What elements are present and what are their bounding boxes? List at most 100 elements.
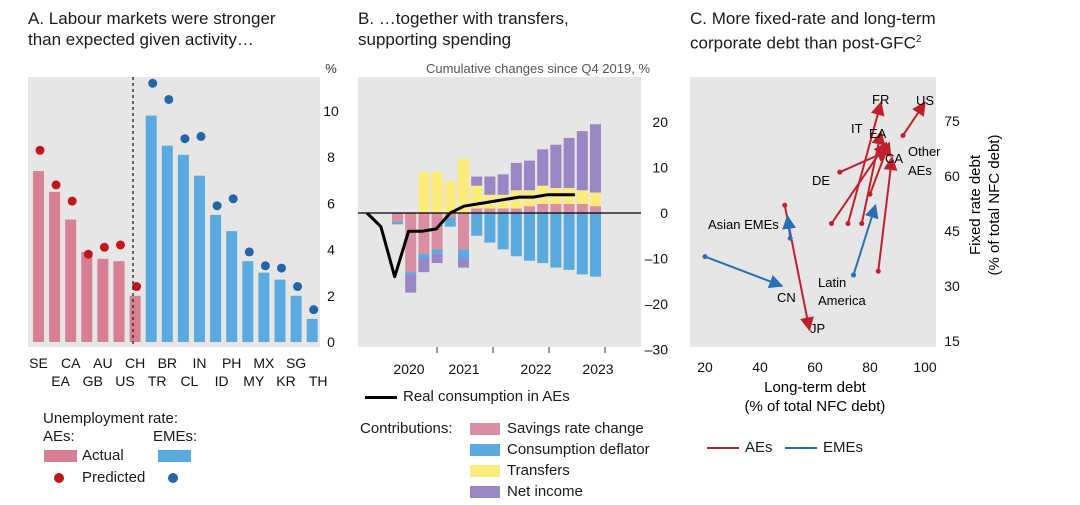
panel-a-title-line2: than expected given activity… [28, 30, 254, 49]
panel-b-title-line2: supporting spending [358, 30, 512, 49]
seg-2-bar-14 [576, 190, 588, 204]
panel-b-subtitle: Cumulative changes since Q4 2019, % [426, 61, 650, 76]
arrow-cn [704, 255, 784, 289]
bar-gb [81, 251, 93, 342]
panel-a-legend-emes: EMEs: [153, 428, 198, 445]
c-y-tick-75: 75 [944, 113, 960, 129]
c-y-tick-45: 45 [944, 223, 960, 239]
arrow-start-0 [845, 221, 851, 227]
seg-2-bar-4 [444, 181, 456, 213]
tick-label-ea: EA [51, 373, 70, 389]
seg-1-bar-7 [484, 213, 496, 243]
predicted-dot-us [116, 240, 125, 250]
label-fr: FR [872, 92, 889, 107]
panel-c-title-line2: corporate debt than post-GFC2 [690, 29, 936, 54]
b-y-tick--20: –20 [645, 296, 669, 312]
c-x-tick-20: 20 [697, 359, 713, 375]
seg-3-bar-10 [524, 160, 535, 191]
seg-1-bar-9 [510, 213, 522, 257]
seg-3-bar-11 [537, 149, 549, 186]
arrow-start-9 [702, 254, 708, 260]
seg-3-bar-9 [510, 162, 522, 191]
bar-us [113, 261, 125, 342]
seg-0-bar-2 [418, 213, 430, 254]
bar-ca [65, 219, 77, 342]
tick-label-in: IN [193, 355, 207, 371]
tick-label-my: MY [243, 373, 265, 389]
panel-b-stacked-bars [392, 124, 601, 293]
arrow-start-6 [837, 169, 843, 175]
b-y-tick-10: 10 [652, 160, 668, 176]
seg-0-bar-12 [550, 203, 562, 213]
transfers-swatch [470, 465, 500, 477]
panel-b-legend-contributions: Contributions: [360, 420, 453, 437]
seg-0-bar-11 [537, 203, 549, 213]
seg-0-bar-7 [484, 208, 496, 213]
seg-3-bar-14 [576, 131, 588, 191]
predicted-dot-mx [260, 261, 270, 271]
bar-in [194, 175, 205, 342]
panel-b-title-line1: B. …together with transfers, [358, 9, 569, 28]
predicted-dot-kr [277, 263, 286, 273]
arrow-start-5 [875, 268, 881, 274]
label-ca: CA [885, 151, 903, 166]
c-x-tick-80: 80 [862, 359, 878, 375]
predicted-dot-cl [180, 134, 190, 144]
seg-1-bar-6 [471, 213, 483, 236]
panel-b-legend-transfers: Transfers [507, 462, 570, 479]
seg-2-bar-3 [431, 172, 443, 213]
tick-label-tr: TR [148, 373, 167, 389]
predicted-dot-se [35, 145, 45, 155]
seg-3-bar-1 [405, 274, 417, 293]
emes-predicted-dot [168, 473, 178, 483]
bar-se [33, 171, 44, 342]
seg-2-bar-8 [497, 194, 509, 209]
seg-3-bar-3 [431, 253, 443, 264]
panel-b-title: B. …together with transfers, supporting … [358, 8, 569, 50]
label-it: IT [851, 121, 863, 136]
label-other: Other [908, 144, 941, 159]
seg-3-bar-5 [458, 258, 469, 268]
seg-2-bar-15 [590, 192, 601, 207]
c-y-tick-30: 30 [944, 278, 960, 294]
arrow-start-4 [829, 221, 834, 227]
predicted-dot-br [164, 94, 174, 104]
seg-1-bar-8 [497, 213, 509, 250]
y-tick-6: 6 [327, 195, 335, 211]
panel-c-legend-aes: AEs [745, 439, 773, 456]
net-income-swatch [470, 486, 500, 498]
arrow-start-1 [900, 132, 906, 138]
seg-0-bar-0 [392, 213, 403, 223]
bar-ea [49, 191, 61, 342]
arrow-ca [839, 148, 891, 174]
b-x-label-2021: 2021 [448, 361, 479, 377]
seg-1-bar-12 [550, 213, 562, 268]
y-tick-2: 2 [327, 288, 335, 304]
predicted-dot-ea [51, 180, 61, 190]
bar-ch [129, 295, 141, 342]
tick-label-br: BR [158, 355, 177, 371]
label-ea: EA [869, 126, 887, 141]
seg-2-bar-9 [510, 190, 522, 209]
seg-2-bar-5 [458, 158, 469, 213]
seg-3-bar-15 [590, 124, 601, 193]
arrow-start-3 [867, 191, 873, 197]
tick-label-mx: MX [253, 355, 275, 371]
tick-label-sg: SG [286, 355, 306, 371]
bar-au [97, 258, 109, 342]
bar-my [242, 261, 254, 342]
predicted-dot-in [196, 131, 206, 141]
panel-b-legend-savings: Savings rate change [507, 420, 644, 437]
seg-0-bar-9 [510, 208, 522, 213]
predicted-dot-sg [293, 282, 303, 292]
panel-c-title-line2-text: corporate debt than post-GFC [690, 33, 916, 53]
predicted-dot-id [212, 201, 222, 211]
arrow-fr [847, 101, 885, 224]
y-tick-8: 8 [327, 149, 335, 165]
tick-label-se: SE [29, 355, 48, 371]
panel-c-title-sup: 2 [915, 34, 922, 45]
arrow-us [902, 101, 926, 137]
seg-0-bar-13 [563, 203, 575, 213]
bar-th [306, 318, 318, 342]
